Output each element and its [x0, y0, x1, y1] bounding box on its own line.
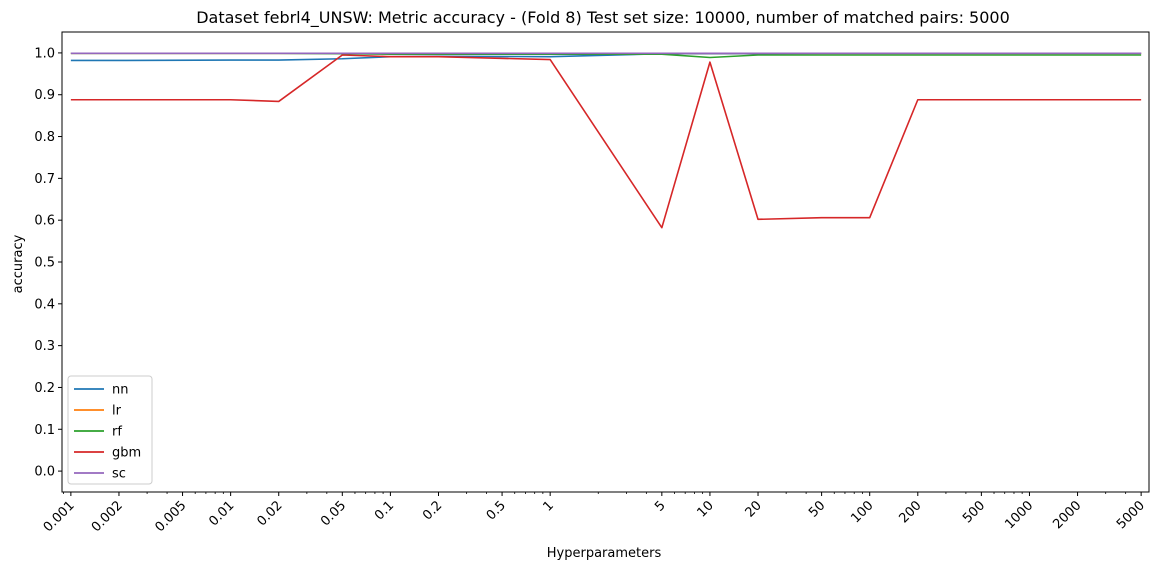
series-line-gbm	[70, 54, 1142, 229]
legend-label-nn: nn	[112, 383, 128, 398]
x-tick-label: 0.002	[89, 498, 126, 535]
y-tick-label: 0.5	[34, 256, 55, 271]
x-axis-label: Hyperparameters	[547, 546, 662, 561]
plot-frame	[61, 31, 1150, 493]
y-tick-label: 1.0	[34, 46, 55, 61]
x-tick-label: 0.5	[484, 498, 509, 523]
y-tick-label: 0.3	[34, 339, 55, 354]
x-tick-label: 500	[960, 498, 988, 526]
y-axis: 0.0 0.1 0.2 0.3 0.4 0.5 0.6 0.7 0.8 0.9 1.0	[34, 46, 62, 480]
x-tick-label: 0.2	[420, 498, 445, 523]
legend-box	[67, 375, 153, 485]
y-axis-label: accuracy	[11, 234, 26, 293]
x-tick-label: 0.05	[318, 498, 349, 529]
x-tick-label: 2000	[1050, 498, 1084, 532]
y-tick-label: 0.9	[34, 88, 55, 103]
x-tick-label: 10	[694, 498, 716, 520]
y-tick-label: 0.4	[34, 297, 55, 312]
y-tick-label: 0.8	[34, 130, 55, 145]
y-tick-label: 0.6	[34, 214, 55, 229]
x-tick-label: 5	[652, 498, 668, 514]
y-tick-label: 0.1	[34, 423, 55, 438]
x-tick-label: 0.01	[206, 498, 237, 529]
x-tick-label: 100	[848, 498, 876, 526]
plot-area	[61, 31, 1150, 493]
chart-title: Dataset febrl4_UNSW: Metric accuracy - (…	[196, 8, 1010, 28]
x-tick-label: 200	[896, 498, 924, 526]
x-tick-label: 0.001	[41, 498, 78, 535]
series-lines	[70, 52, 1142, 229]
y-tick-label: 0.2	[34, 381, 55, 396]
legend-label-gbm: gbm	[112, 446, 141, 461]
x-tick-label: 20	[743, 498, 765, 520]
x-tick-label: 0.005	[152, 498, 189, 535]
legend-label-sc: sc	[112, 467, 126, 482]
x-tick-label: 1000	[1002, 498, 1036, 532]
x-axis: 0.001 0.002 0.005 0.01 0.02 0.05 0.1 0.2 0.5 1 5 10…	[41, 492, 1148, 535]
y-tick-label: 0.7	[34, 172, 55, 187]
x-tick-label: 1	[541, 498, 557, 514]
legend-label-rf: rf	[112, 425, 122, 440]
x-tick-label: 0.02	[254, 498, 285, 529]
x-tick-label: 5000	[1114, 498, 1148, 532]
legend: nn lr rf gbm sc	[67, 375, 153, 485]
legend-label-lr: lr	[112, 404, 122, 419]
x-tick-label: 0.1	[372, 498, 397, 523]
x-tick-label: 50	[806, 498, 828, 520]
y-tick-label: 0.0	[34, 465, 55, 480]
